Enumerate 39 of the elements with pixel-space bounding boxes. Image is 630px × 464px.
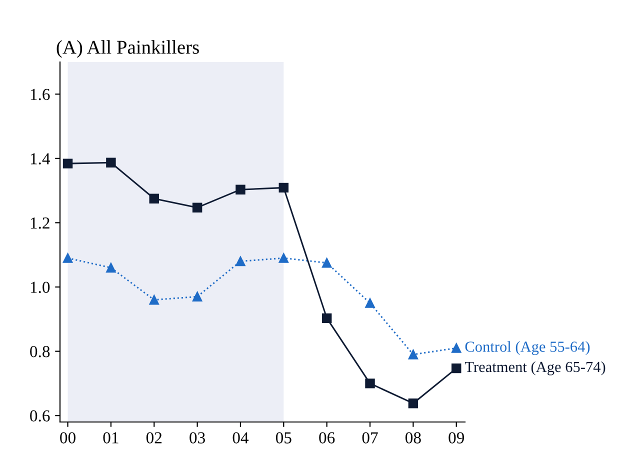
point: [236, 256, 246, 266]
point: [365, 298, 375, 308]
point: [408, 398, 418, 408]
x-tick-label: 03: [190, 432, 205, 444]
x-tick-label: 04: [232, 432, 249, 444]
point: [236, 184, 246, 194]
point: [322, 313, 332, 324]
point: [149, 194, 159, 204]
point: [452, 343, 462, 353]
point: [365, 378, 375, 388]
y-tick-label: 0.6: [30, 410, 50, 422]
y-tick-label: 0.8: [30, 346, 50, 358]
x-tick-label: 06: [319, 432, 335, 444]
point: [106, 262, 116, 273]
x-tick-label: 00: [60, 432, 76, 444]
series-label: Treatment (Age 65-74): [464, 361, 606, 376]
point: [278, 253, 289, 263]
chart-title: (A) All Painkillers: [56, 40, 199, 58]
point: [62, 158, 73, 168]
y-tick-label: 1.6: [30, 88, 50, 100]
x-tick-label: 02: [146, 432, 162, 444]
series-label: Control (Age 55-64): [465, 341, 590, 356]
x-tick-label: 07: [362, 432, 378, 444]
point: [452, 363, 462, 374]
point: [278, 182, 289, 193]
x-tick-label: 09: [448, 432, 464, 444]
y-tick-label: 1.2: [30, 217, 50, 229]
point: [149, 294, 159, 305]
point: [192, 292, 202, 302]
point: [62, 253, 73, 263]
x-tick-label: 08: [405, 432, 421, 444]
x-tick-label: 01: [103, 432, 118, 444]
x-tick-label: 05: [276, 432, 292, 444]
point: [408, 350, 418, 360]
y-tick-label: 1.4: [30, 153, 50, 164]
point: [322, 258, 332, 268]
point: [192, 202, 202, 212]
point: [106, 158, 116, 168]
y-tick-label: 1.0: [30, 282, 50, 294]
